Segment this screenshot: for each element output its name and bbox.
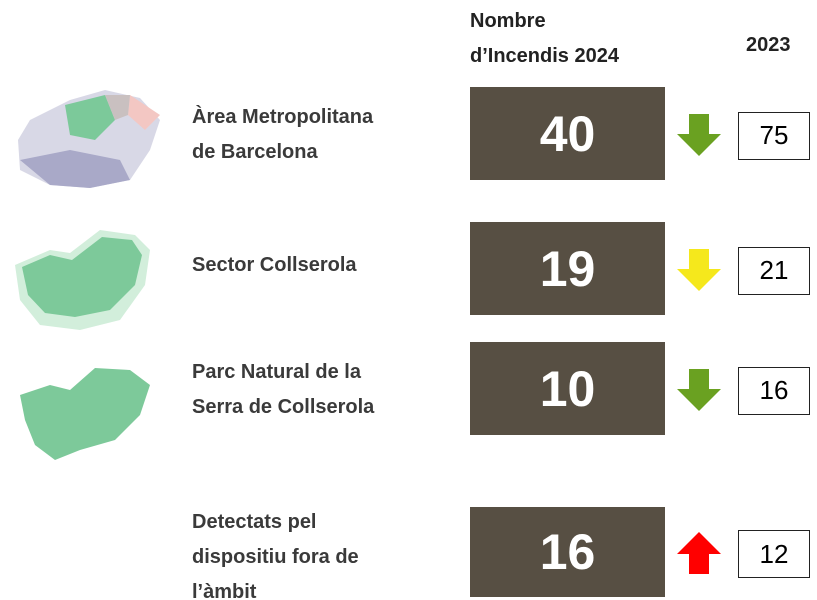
row-label: Detectats pel dispositiu fora de l’àmbit bbox=[192, 505, 359, 600]
label-line: Serra de Collserola bbox=[192, 396, 375, 418]
trend-arrow bbox=[677, 532, 721, 574]
label-line: Detectats pel bbox=[192, 511, 317, 533]
value-2024: 19 bbox=[470, 222, 665, 315]
trend-arrow bbox=[677, 248, 721, 291]
value-2024: 16 bbox=[470, 507, 665, 597]
header-2023: 2023 bbox=[746, 34, 791, 56]
row-label: Sector Collserola bbox=[192, 248, 357, 283]
label-line: dispositiu fora de bbox=[192, 546, 359, 568]
arrow-shape bbox=[677, 368, 721, 411]
row-label: Parc Natural de la Serra de Collserola bbox=[192, 355, 374, 425]
label-line: de Barcelona bbox=[192, 141, 318, 163]
arrow-shape bbox=[677, 113, 721, 156]
value-2024: 40 bbox=[470, 87, 665, 180]
value-2023: 16 bbox=[738, 366, 810, 415]
trend-arrow bbox=[677, 368, 721, 411]
label-line: Parc Natural de la bbox=[192, 361, 361, 383]
label-line: l’àmbit bbox=[192, 581, 257, 600]
row-label: Àrea Metropolitana de Barcelona bbox=[192, 100, 373, 170]
arrow-shape bbox=[677, 248, 721, 291]
map-sector bbox=[15, 230, 150, 330]
header-2024: Nombre d’Incendis 2024 bbox=[470, 4, 619, 74]
value-2024: 10 bbox=[470, 342, 665, 435]
map-amb bbox=[18, 90, 160, 188]
header-line: Nombre bbox=[470, 10, 546, 32]
value-2023: 21 bbox=[738, 246, 810, 295]
header-line: d’Incendis 2024 bbox=[470, 45, 619, 67]
value-2023: 75 bbox=[738, 111, 810, 160]
map-parc bbox=[20, 368, 150, 460]
value-2023: 12 bbox=[738, 530, 810, 578]
arrow-shape bbox=[677, 532, 721, 574]
trend-arrow bbox=[677, 113, 721, 156]
label-line: Sector Collserola bbox=[192, 254, 357, 276]
label-line: Àrea Metropolitana bbox=[192, 106, 374, 128]
